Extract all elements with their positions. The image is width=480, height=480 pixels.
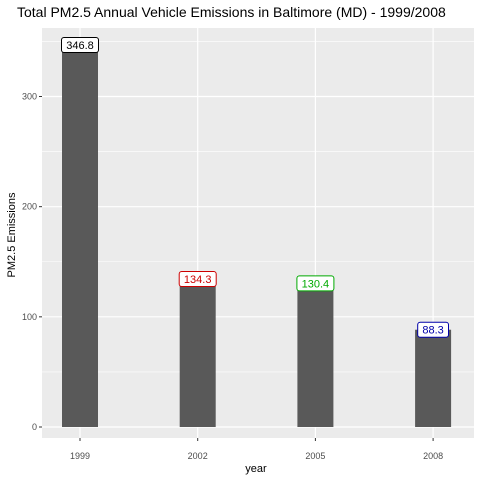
bar-1999 bbox=[62, 44, 98, 427]
data-label-text: 88.3 bbox=[422, 325, 443, 337]
x-tick-label: 2002 bbox=[188, 451, 208, 461]
data-label-text: 346.8 bbox=[66, 40, 94, 52]
data-label-text: 130.4 bbox=[302, 278, 330, 290]
chart-title: Total PM2.5 Annual Vehicle Emissions in … bbox=[17, 4, 446, 20]
data-label-text: 134.3 bbox=[184, 274, 212, 286]
x-tick-label: 2008 bbox=[423, 451, 443, 461]
bars bbox=[62, 44, 452, 427]
panel-background bbox=[42, 28, 474, 438]
y-tick-label: 300 bbox=[22, 92, 37, 102]
y-axis: 0 100 200 300 bbox=[22, 92, 42, 432]
data-labels: 346.8 134.3 130.4 88.3 bbox=[61, 36, 450, 338]
data-label-box bbox=[61, 36, 99, 53]
data-label-1999: 346.8 bbox=[61, 36, 99, 53]
plot-panel bbox=[42, 28, 474, 438]
bar-2008 bbox=[415, 329, 452, 427]
x-tick-label: 2005 bbox=[305, 451, 325, 461]
data-label-box bbox=[296, 275, 335, 292]
y-tick-label: 100 bbox=[22, 312, 37, 322]
x-tick-label: 1999 bbox=[70, 451, 90, 461]
data-label-2002: 134.3 bbox=[178, 271, 217, 288]
x-axis-title: year bbox=[245, 463, 267, 475]
bar-2002 bbox=[179, 279, 216, 427]
data-label-box bbox=[417, 321, 450, 338]
y-tick-label: 0 bbox=[32, 422, 37, 432]
y-tick-label: 200 bbox=[22, 202, 37, 212]
bar-2005 bbox=[297, 283, 334, 427]
x-axis: 1999 2002 2005 2008 bbox=[70, 438, 443, 461]
y-axis-title: PM2.5 Emissions bbox=[6, 192, 18, 277]
data-label-2005: 130.4 bbox=[296, 275, 335, 292]
data-label-2008: 88.3 bbox=[417, 321, 450, 338]
data-label-box bbox=[178, 271, 217, 288]
